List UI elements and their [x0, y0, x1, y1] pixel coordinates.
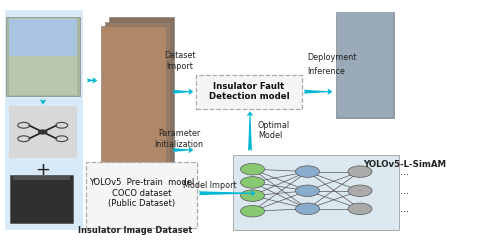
Text: Inference: Inference — [307, 67, 345, 77]
Text: YOLOv5-L-SimAM: YOLOv5-L-SimAM — [364, 160, 446, 169]
Bar — [9, 106, 76, 158]
Text: +: + — [36, 162, 51, 180]
Bar — [10, 175, 72, 223]
Bar — [337, 12, 392, 117]
Text: ...: ... — [400, 186, 409, 196]
Bar — [336, 12, 394, 118]
Bar — [105, 22, 170, 223]
Circle shape — [240, 177, 264, 188]
Circle shape — [240, 205, 264, 217]
Text: ...: ... — [400, 204, 409, 214]
Bar — [8, 18, 78, 95]
FancyBboxPatch shape — [234, 155, 399, 230]
Text: Model Import: Model Import — [183, 181, 237, 190]
Text: Deployment: Deployment — [307, 53, 356, 62]
Circle shape — [39, 130, 47, 134]
Text: YOLOv5  Pre-train  model
COCO dataset
(Public Dataset): YOLOv5 Pre-train model COCO dataset (Pub… — [89, 178, 194, 208]
Bar — [6, 17, 80, 96]
Circle shape — [348, 185, 372, 197]
Text: Dataset
Import: Dataset Import — [164, 52, 196, 71]
Bar — [8, 19, 78, 56]
Circle shape — [296, 203, 320, 215]
Text: ...: ... — [400, 167, 409, 177]
Bar — [109, 17, 174, 218]
Circle shape — [348, 166, 372, 177]
Circle shape — [240, 190, 264, 201]
Circle shape — [348, 203, 372, 215]
Bar — [12, 176, 70, 180]
Bar — [101, 26, 166, 228]
Bar — [5, 10, 82, 230]
Circle shape — [296, 166, 320, 177]
FancyBboxPatch shape — [196, 75, 302, 109]
Text: Optimal
Model: Optimal Model — [258, 121, 290, 140]
Circle shape — [240, 163, 264, 175]
Circle shape — [296, 185, 320, 197]
Text: Parameter
Initialization: Parameter Initialization — [154, 130, 204, 149]
Text: Insulator Fault
Detection model: Insulator Fault Detection model — [208, 82, 290, 101]
FancyBboxPatch shape — [86, 162, 196, 228]
Text: Insulator Image Dataset: Insulator Image Dataset — [78, 226, 192, 235]
